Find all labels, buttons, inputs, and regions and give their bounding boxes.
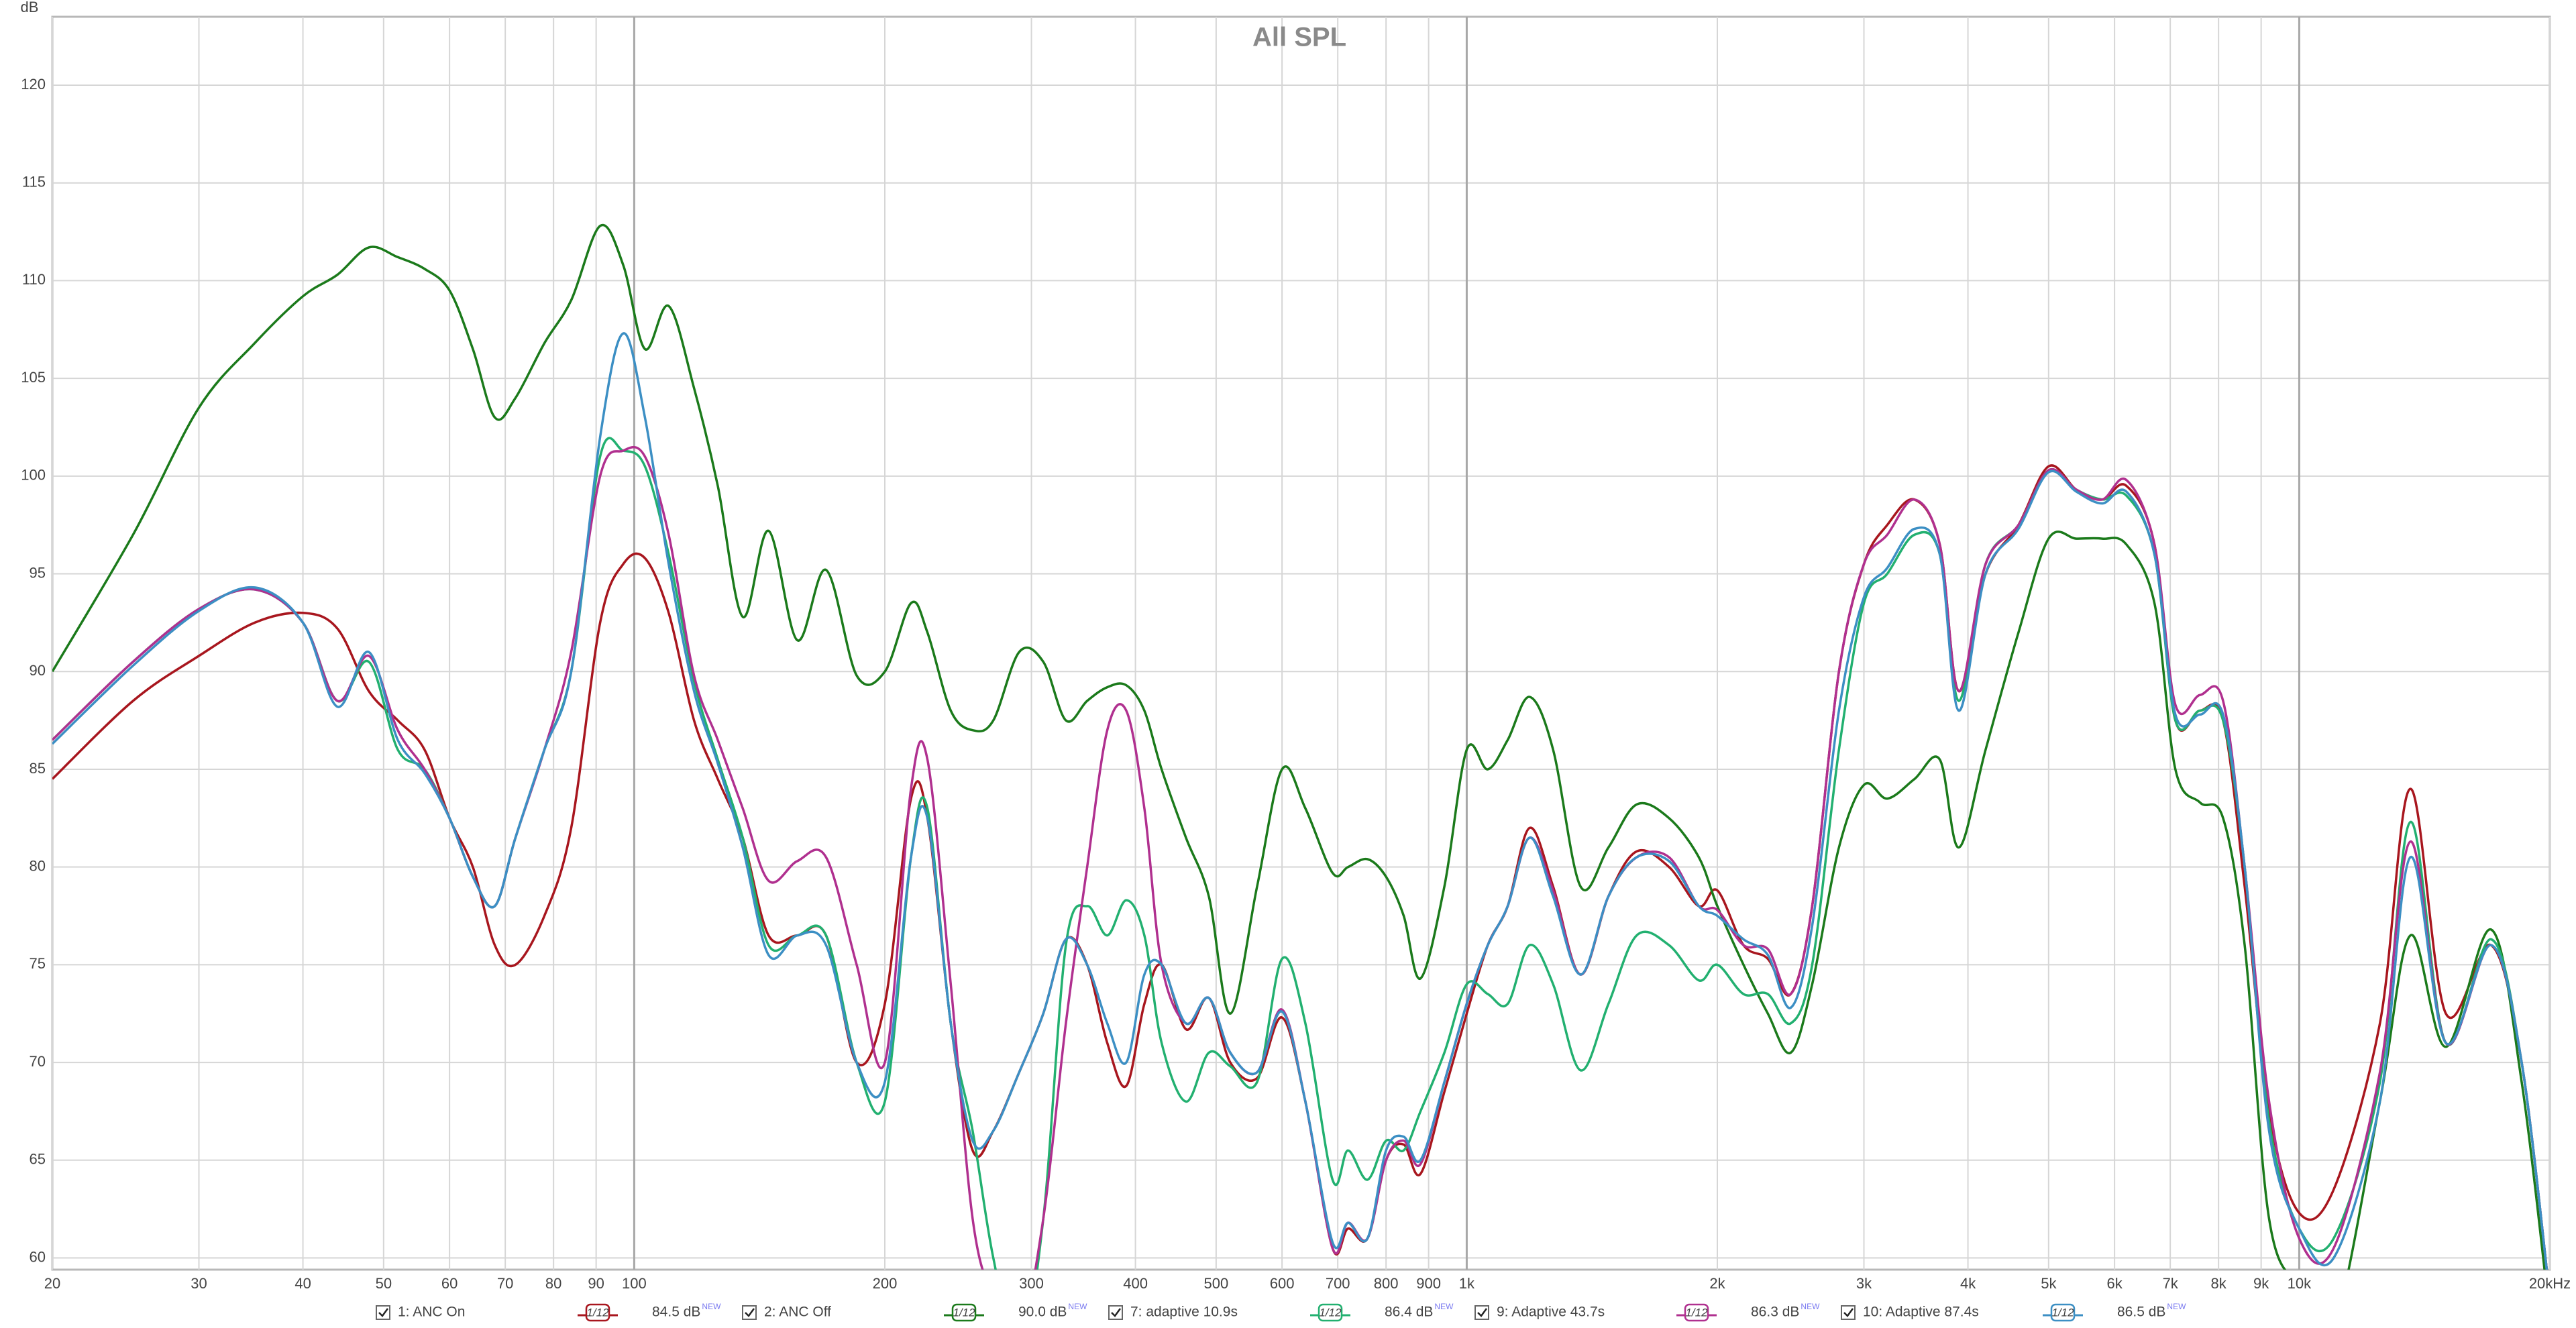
y-tick-label: 60 (30, 1248, 46, 1265)
y-tick-label: 110 (22, 271, 46, 288)
y-tick-label: 115 (22, 174, 46, 190)
legend-entry: 10: Adaptive 87.4s 1/12 86.5 dB NEW (1841, 1302, 2186, 1322)
x-tick-label: 30 (191, 1275, 207, 1292)
checkmark (745, 1308, 755, 1317)
x-tick-label: 80 (545, 1275, 561, 1292)
x-tick-label: 8k (2211, 1275, 2227, 1292)
smoothing-label: 1/12 (2051, 1306, 2074, 1319)
smoothing-icon[interactable] (585, 1303, 610, 1322)
x-tick-label: 90 (588, 1275, 604, 1292)
level-badge: NEW (1434, 1302, 1454, 1311)
legend-checkbox[interactable] (1474, 1305, 1489, 1320)
legend-checkbox[interactable] (1841, 1305, 1856, 1320)
x-tick-label: 3k (1856, 1275, 1872, 1292)
y-tick-label: 100 (21, 467, 46, 484)
legend-entry: 1: ANC On 1/12 84.5 dB NEW (376, 1302, 721, 1322)
x-tick-label: 600 (1270, 1275, 1295, 1292)
legend-checkbox[interactable] (742, 1305, 757, 1320)
x-tick-label: 2k (1709, 1275, 1725, 1292)
plot-area (51, 15, 2551, 1271)
y-tick-label: 70 (30, 1053, 46, 1070)
checkmark (1477, 1308, 1488, 1317)
x-tick-label: 4k (1960, 1275, 1976, 1292)
legend-entry: 2: ANC Off 1/12 90.0 dB NEW (742, 1302, 1087, 1322)
x-tick-label: 20kHz (2529, 1275, 2571, 1292)
legend-label: 1: ANC On (398, 1305, 465, 1320)
x-tick-label: 50 (376, 1275, 392, 1292)
smoothing-label: 1/12 (1319, 1306, 1342, 1319)
labels: 60 65 70 75 80 85 90 95 100 105 110 115 120 20 30 40 50 6… (21, 76, 2571, 1292)
y-tick-label: 105 (21, 369, 46, 386)
legend-label: 9: Adaptive 43.7s (1497, 1305, 1605, 1320)
level-label: 86.3 dB (1751, 1305, 1799, 1320)
x-tick-label: 800 (1374, 1275, 1399, 1292)
level-label: 86.5 dB (2117, 1305, 2165, 1320)
smoothing-label: 1/12 (1685, 1306, 1708, 1319)
x-tick-label: 100 (622, 1275, 647, 1292)
x-tick-label: 900 (1416, 1275, 1441, 1292)
x-tick-label: 60 (441, 1275, 458, 1292)
y-tick-label: 65 (30, 1151, 46, 1168)
x-tick-label: 20 (44, 1275, 60, 1292)
grid (52, 17, 2551, 1270)
y-tick-label: 85 (30, 760, 46, 777)
smoothing-icon[interactable] (951, 1303, 977, 1322)
smoothing-label: 1/12 (953, 1306, 975, 1319)
level-badge: NEW (1068, 1302, 1087, 1311)
checkmark (1843, 1308, 1854, 1317)
level-badge: NEW (2167, 1302, 2186, 1311)
level-label: 84.5 dB (652, 1305, 700, 1320)
spl-curve (52, 332, 2548, 1270)
legend-label: 10: Adaptive 87.4s (1863, 1305, 1979, 1320)
x-tick-label: 500 (1203, 1275, 1228, 1292)
smoothing-icon[interactable] (1318, 1303, 1343, 1322)
x-tick-label: 40 (294, 1275, 311, 1292)
x-tick-label: 5k (2041, 1275, 2057, 1292)
x-tick-label: 1k (1459, 1275, 1475, 1292)
level-label: 86.4 dB (1385, 1305, 1433, 1320)
y-axis-label: dB (21, 0, 39, 15)
y-tick-label: 120 (21, 76, 46, 93)
legend-entry: 9: Adaptive 43.7s 1/12 86.3 dB NEW (1474, 1302, 1820, 1322)
y-tick-label: 80 (30, 857, 46, 874)
y-tick-label: 75 (30, 955, 46, 972)
x-tick-label: 9k (2253, 1275, 2269, 1292)
x-tick-label: 6k (2106, 1275, 2123, 1292)
y-tick-label: 90 (30, 662, 46, 679)
legend-checkbox[interactable] (376, 1305, 390, 1320)
x-tick-label: 300 (1019, 1275, 1044, 1292)
x-tick-label: 200 (873, 1275, 898, 1292)
smoothing-label: 1/12 (586, 1306, 609, 1319)
level-badge: NEW (702, 1302, 721, 1311)
level-badge: NEW (1801, 1302, 1820, 1311)
checkmark (378, 1308, 389, 1317)
x-tick-label: 70 (497, 1275, 513, 1292)
x-tick-label: 400 (1123, 1275, 1148, 1292)
legend-label: 2: ANC Off (764, 1305, 831, 1320)
x-tick-label: 700 (1326, 1275, 1350, 1292)
x-tick-label: 7k (2163, 1275, 2179, 1292)
spl-curve (52, 223, 2546, 1270)
checkmark (1111, 1308, 1122, 1317)
x-tick-label: 10k (2288, 1275, 2312, 1292)
chart-title: All SPL (1252, 23, 1346, 52)
curves (52, 223, 2548, 1270)
smoothing-icon[interactable] (2050, 1303, 2076, 1322)
legend: 1: ANC On 1/12 84.5 dB NEW 2: ANC Off 1/12 90.… (376, 1302, 2186, 1322)
level-label: 90.0 dB (1018, 1305, 1067, 1320)
legend-entry: 7: adaptive 10.9s 1/12 86.4 dB NEW (1108, 1302, 1454, 1322)
y-tick-label: 95 (30, 564, 46, 581)
legend-label: 7: adaptive 10.9s (1130, 1305, 1238, 1320)
smoothing-icon[interactable] (1684, 1303, 1709, 1322)
legend-checkbox[interactable] (1108, 1305, 1123, 1320)
